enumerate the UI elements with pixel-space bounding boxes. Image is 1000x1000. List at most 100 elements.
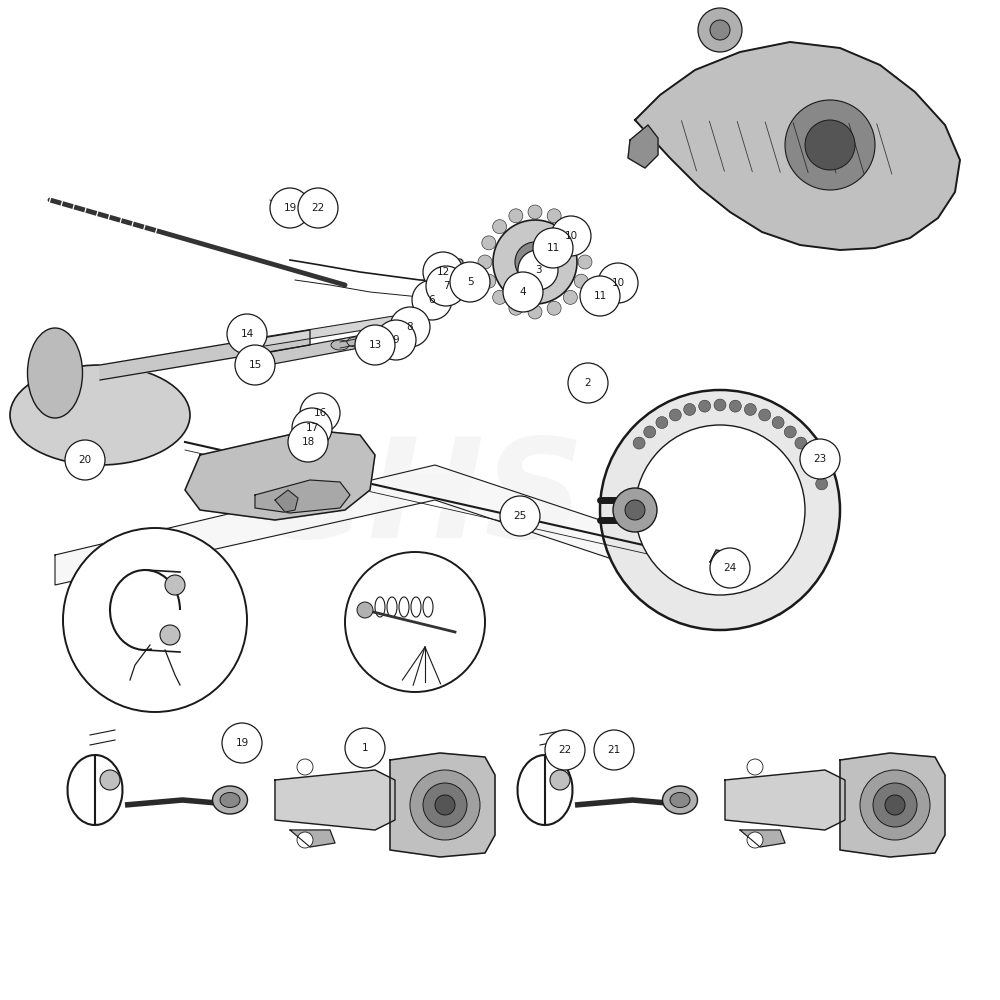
- Circle shape: [578, 255, 592, 269]
- Circle shape: [227, 314, 267, 354]
- Circle shape: [772, 417, 784, 429]
- Circle shape: [811, 463, 823, 475]
- Polygon shape: [245, 315, 401, 349]
- Ellipse shape: [347, 337, 365, 347]
- Ellipse shape: [28, 328, 82, 418]
- Text: 9: 9: [393, 335, 399, 345]
- Polygon shape: [635, 42, 960, 250]
- Circle shape: [804, 450, 816, 462]
- Circle shape: [547, 209, 561, 223]
- Text: 23: 23: [813, 454, 827, 464]
- Circle shape: [656, 417, 668, 429]
- Text: GHS: GHS: [255, 432, 585, 568]
- Polygon shape: [55, 465, 780, 615]
- Circle shape: [625, 500, 645, 520]
- Circle shape: [699, 400, 711, 412]
- Circle shape: [698, 8, 742, 52]
- Circle shape: [744, 403, 756, 415]
- Circle shape: [482, 274, 496, 288]
- Circle shape: [669, 409, 681, 421]
- Circle shape: [574, 236, 588, 250]
- Circle shape: [65, 440, 105, 480]
- Text: 25: 25: [513, 511, 527, 521]
- Text: 6: 6: [429, 295, 435, 305]
- Text: 11: 11: [593, 291, 607, 301]
- Circle shape: [710, 548, 750, 588]
- Circle shape: [563, 290, 577, 304]
- Circle shape: [563, 220, 577, 234]
- Text: 22: 22: [311, 203, 325, 213]
- Circle shape: [63, 528, 247, 712]
- Circle shape: [590, 287, 610, 307]
- Text: 5: 5: [467, 277, 473, 287]
- Circle shape: [606, 273, 630, 297]
- Text: 20: 20: [78, 455, 92, 465]
- Circle shape: [355, 325, 395, 365]
- Circle shape: [75, 450, 95, 470]
- Ellipse shape: [662, 786, 697, 814]
- Circle shape: [716, 556, 744, 584]
- Circle shape: [795, 437, 807, 449]
- Text: 17: 17: [305, 423, 319, 433]
- Circle shape: [493, 220, 507, 234]
- Polygon shape: [275, 490, 298, 512]
- Circle shape: [500, 496, 540, 536]
- Ellipse shape: [220, 792, 240, 808]
- Polygon shape: [255, 328, 402, 367]
- Circle shape: [568, 363, 608, 403]
- Polygon shape: [390, 753, 495, 857]
- Polygon shape: [100, 330, 310, 380]
- Circle shape: [747, 759, 763, 775]
- Polygon shape: [740, 830, 785, 847]
- Circle shape: [270, 188, 310, 228]
- Text: 13: 13: [368, 340, 382, 350]
- Circle shape: [598, 263, 638, 303]
- Circle shape: [885, 795, 905, 815]
- Circle shape: [297, 832, 313, 848]
- Circle shape: [594, 730, 634, 770]
- Circle shape: [235, 345, 275, 385]
- Circle shape: [860, 770, 930, 840]
- Circle shape: [747, 832, 763, 848]
- Polygon shape: [628, 125, 658, 168]
- Circle shape: [482, 236, 496, 250]
- Ellipse shape: [212, 786, 248, 814]
- Polygon shape: [445, 284, 462, 300]
- Circle shape: [518, 250, 558, 290]
- Circle shape: [710, 20, 730, 40]
- Circle shape: [785, 100, 875, 190]
- Polygon shape: [710, 550, 730, 570]
- Circle shape: [545, 240, 565, 260]
- Circle shape: [160, 625, 180, 645]
- Circle shape: [635, 425, 805, 595]
- Circle shape: [300, 393, 340, 433]
- Circle shape: [345, 552, 485, 692]
- Text: 19: 19: [283, 203, 297, 213]
- Circle shape: [423, 252, 463, 292]
- Circle shape: [435, 795, 455, 815]
- Circle shape: [297, 759, 313, 775]
- Circle shape: [509, 209, 523, 223]
- Text: 14: 14: [240, 329, 254, 339]
- Text: 18: 18: [301, 437, 315, 447]
- Circle shape: [100, 770, 120, 790]
- Text: 19: 19: [235, 738, 249, 748]
- Text: 16: 16: [313, 408, 327, 418]
- Circle shape: [357, 602, 373, 618]
- Circle shape: [800, 439, 840, 479]
- Ellipse shape: [331, 340, 349, 350]
- Ellipse shape: [395, 328, 413, 338]
- Circle shape: [633, 437, 645, 449]
- Polygon shape: [505, 278, 528, 295]
- Circle shape: [684, 403, 696, 415]
- Circle shape: [376, 320, 416, 360]
- Circle shape: [450, 262, 490, 302]
- Circle shape: [391, 331, 409, 349]
- Circle shape: [493, 220, 577, 304]
- Ellipse shape: [10, 365, 190, 465]
- Circle shape: [406, 319, 424, 337]
- Circle shape: [644, 426, 656, 438]
- Circle shape: [470, 270, 490, 290]
- Text: 4: 4: [520, 287, 526, 297]
- Circle shape: [816, 478, 828, 490]
